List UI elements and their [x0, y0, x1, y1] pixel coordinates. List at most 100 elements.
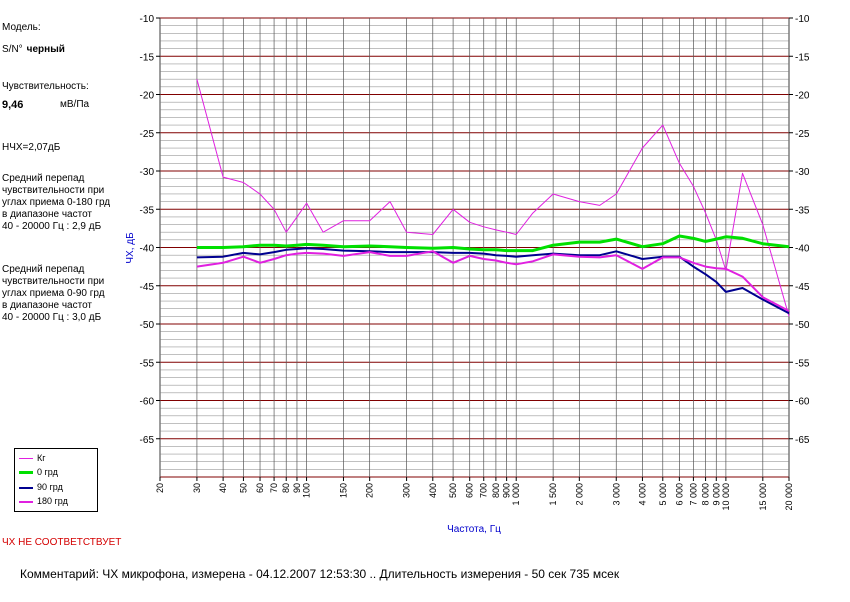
avg-line: углах приема 0-180 грд — [2, 197, 111, 208]
legend-swatch — [19, 458, 33, 460]
grid — [159, 17, 790, 478]
x-tick-label: 4 000 — [637, 483, 647, 506]
y-tick-label: -10 — [140, 14, 155, 25]
x-tick-label: 20 — [155, 483, 165, 493]
series-line-3 — [196, 250, 790, 312]
y-tick-label: -55 — [140, 358, 155, 369]
x-axis-ticks: 20 30 40 50 60 70 80 90 100 150 200 300 400 500 600 700… — [155, 477, 794, 511]
x-tick-label: 8 000 — [701, 483, 711, 506]
y-tick-label: -40 — [795, 244, 810, 255]
x-tick-label: 15 000 — [758, 483, 768, 511]
legend-item-0: 0 грд — [19, 467, 58, 477]
x-tick-label: 30 — [192, 483, 202, 493]
x-tick-label: 900 — [502, 483, 512, 498]
x-tick-label: 5 000 — [658, 483, 668, 506]
x-tick-label: 500 — [448, 483, 458, 498]
x-tick-label: 700 — [479, 483, 489, 498]
x-tick-label: 70 — [269, 483, 279, 493]
x-tick-label: 300 — [402, 483, 412, 498]
x-tick-label: 2 000 — [574, 483, 584, 506]
x-tick-label: 20 000 — [784, 483, 794, 511]
series-line-0 — [196, 79, 790, 317]
legend-label: Кг — [37, 453, 46, 463]
x-tick-label: 80 — [281, 483, 291, 493]
avg-drop-0-180: Средний перепад чувствительности при угл… — [2, 173, 162, 233]
avg-line: углах приема 0-90 грд — [2, 288, 105, 299]
y-axis-label: ЧХ, дБ — [125, 232, 136, 264]
avg-line: чувствительности при — [2, 276, 105, 287]
serial-value: черный — [26, 44, 65, 55]
y-tick-label: -60 — [795, 397, 810, 408]
avg-line: 40 - 20000 Гц : 3,0 дБ — [2, 312, 102, 323]
y-tick-label: -50 — [140, 320, 155, 331]
sensitivity-unit: мВ/Па — [60, 99, 90, 110]
legend-swatch — [19, 471, 33, 475]
y-tick-label: -55 — [795, 358, 810, 369]
y-tick-label: -40 — [140, 244, 155, 255]
verdict-status: ЧХ НЕ СООТВЕТСТВУЕТ — [2, 537, 122, 548]
y-tick-label: -50 — [795, 320, 810, 331]
y-tick-label: -15 — [140, 52, 155, 63]
x-tick-label: 600 — [465, 483, 475, 498]
avg-line: Средний перепад — [2, 173, 85, 184]
legend-swatch — [19, 500, 33, 503]
x-tick-label: 6 000 — [674, 483, 684, 506]
y-tick-label: -65 — [795, 435, 810, 446]
avg-line: в диапазоне частот — [2, 209, 92, 220]
series-line-2 — [196, 247, 790, 315]
x-tick-label: 50 — [238, 483, 248, 493]
x-tick-label: 400 — [428, 483, 438, 498]
legend-label: 0 грд — [37, 467, 58, 477]
y-tick-label: -25 — [795, 129, 810, 140]
avg-line: чувствительности при — [2, 185, 105, 196]
serial-number: S/N° черный — [2, 44, 65, 56]
avg-line: в диапазоне частот — [2, 300, 92, 311]
x-tick-label: 60 — [255, 483, 265, 493]
y-tick-label: -45 — [795, 282, 810, 293]
y-tick-label: -45 — [140, 282, 155, 293]
x-tick-label: 9 000 — [711, 483, 721, 506]
legend-label: 90 грд — [37, 482, 63, 492]
x-tick-label: 800 — [491, 483, 501, 498]
x-tick-label: 40 — [218, 483, 228, 493]
sensitivity-value: 9,46 — [2, 99, 24, 111]
y-tick-label: -25 — [140, 129, 155, 140]
legend-item-90: 90 грд — [19, 482, 63, 492]
legend-label: 180 грд — [37, 496, 68, 506]
model-label: Модель: — [2, 22, 41, 33]
x-tick-label: 90 — [292, 483, 302, 493]
y-tick-label: -10 — [795, 14, 810, 25]
x-tick-label: 100 — [302, 483, 312, 498]
avg-drop-0-90: Средний перепад чувствительности при угл… — [2, 264, 162, 324]
y-tick-label: -20 — [140, 91, 155, 102]
x-tick-label: 7 000 — [688, 483, 698, 506]
legend-item-kg: Кг — [19, 453, 46, 463]
x-tick-label: 1 500 — [548, 483, 558, 506]
x-tick-label: 3 000 — [611, 483, 621, 506]
x-tick-label: 150 — [339, 483, 349, 498]
y-tick-label: -15 — [795, 52, 810, 63]
x-tick-label: 1 000 — [511, 483, 521, 506]
serial-label: S/N° — [2, 44, 23, 55]
series-line-1 — [196, 234, 790, 253]
measurement-comment: Комментарий: ЧХ микрофона, измерена - 04… — [20, 567, 620, 581]
x-axis-label: Частота, Гц — [447, 524, 501, 535]
legend-swatch — [19, 486, 33, 489]
y-tick-label: -20 — [795, 91, 810, 102]
y-tick-label: -60 — [140, 397, 155, 408]
y-tick-label: -30 — [795, 167, 810, 178]
sensitivity-label: Чувствительность: — [2, 81, 89, 92]
x-tick-label: 10 000 — [721, 483, 731, 511]
avg-line: 40 - 20000 Гц : 2,9 дБ — [2, 221, 102, 232]
y-tick-label: -30 — [140, 167, 155, 178]
legend-item-180: 180 грд — [19, 496, 68, 506]
y-tick-label: -35 — [140, 205, 155, 216]
y-tick-label: -35 — [795, 205, 810, 216]
nchx-value: НЧХ=2,07дБ — [2, 142, 61, 153]
x-tick-label: 200 — [365, 483, 375, 498]
y-tick-label: -65 — [140, 435, 155, 446]
chart-legend: Кг 0 грд 90 грд 180 грд — [14, 448, 98, 512]
y-axis-ticks: -10 -10 -15 -15 -20 -20 -25 -25 -30 -30 -35 -35 -40 -… — [140, 14, 810, 446]
avg-line: Средний перепад — [2, 264, 85, 275]
